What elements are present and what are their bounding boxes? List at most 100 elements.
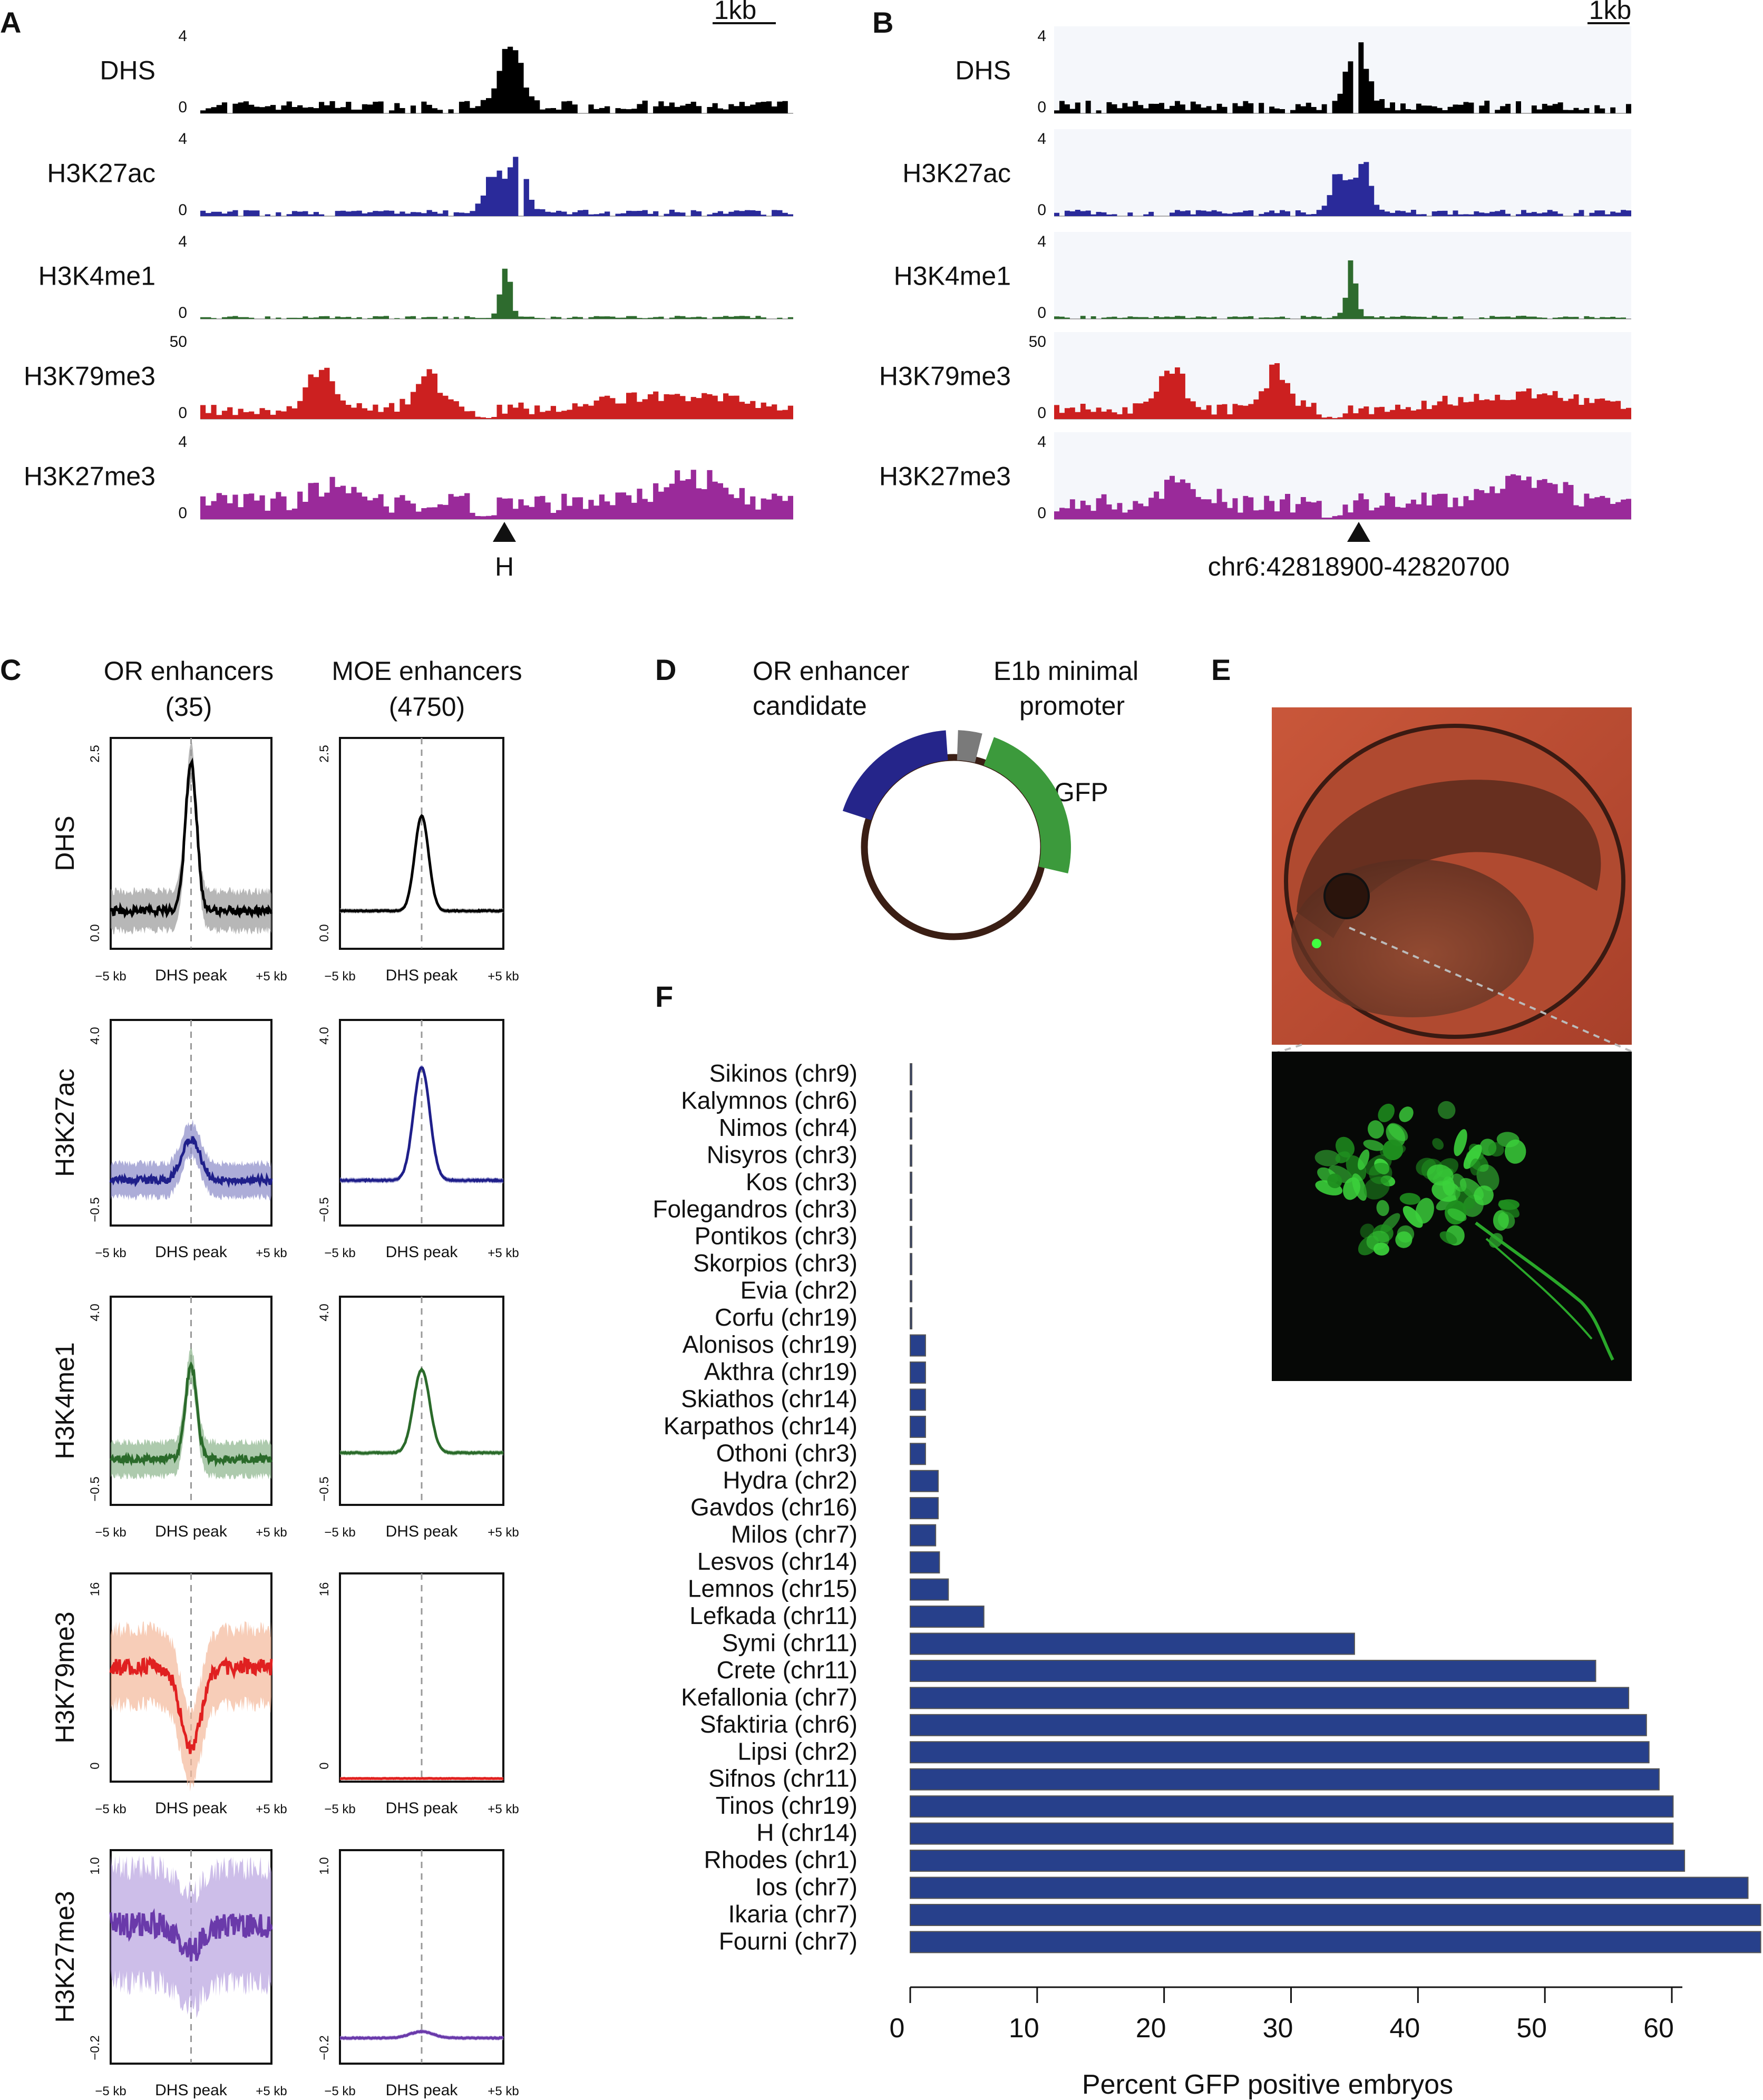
bar-label: Crete (chr11) xyxy=(716,1656,858,1684)
bar-label: Nisyros (chr3) xyxy=(707,1141,858,1168)
bar-label: Lemnos (chr15) xyxy=(688,1575,858,1602)
profile-plot: 1.0 −0.2 −5 kb DHS peak +5 kb xyxy=(317,1849,519,2099)
profile-x-mid: DHS peak xyxy=(386,1243,459,1261)
bar-row: Gavdos (chr16) xyxy=(690,1493,939,1521)
profile-curve xyxy=(109,1136,273,1188)
bar-label: Sikinos (chr9) xyxy=(709,1059,858,1087)
bar-label: Ikaria (chr7) xyxy=(728,1900,858,1928)
track-signal xyxy=(200,268,793,319)
profile-row-h3k79me3: H3K79me3 16 0 −5 kb DHS peak +5 kb 16 0 −5 kb DHS… xyxy=(50,1572,519,1817)
profile-x-left: −5 kb xyxy=(95,969,126,984)
bar xyxy=(910,1578,949,1601)
track-ymin: 0 xyxy=(178,404,187,422)
x-tick-label: 10 xyxy=(1009,2013,1039,2044)
bar xyxy=(910,1144,912,1167)
bar-chart-x-axis: 0 10 20 30 40 50 60 xyxy=(890,1986,1682,2044)
profile-ymax: 4.0 xyxy=(88,1027,102,1044)
profile-x-left: −5 kb xyxy=(324,969,355,984)
construct-promoter-label-1: E1b minimal xyxy=(993,656,1138,686)
profile-x-left: −5 kb xyxy=(95,1525,126,1540)
bar-label: Pontikos (chr3) xyxy=(695,1222,858,1250)
profile-x-right: +5 kb xyxy=(256,1802,287,1816)
track-ymax: 4 xyxy=(178,433,187,451)
profile-curve xyxy=(339,1367,504,1455)
track-ymax: 4 xyxy=(1037,27,1046,45)
profile-confidence-band xyxy=(111,1347,271,1480)
bar xyxy=(910,1307,912,1330)
track-signal xyxy=(1054,474,1631,519)
x-tick-label: 50 xyxy=(1516,2013,1547,2044)
profile-curve xyxy=(109,757,273,919)
profile-row-label: H3K4me1 xyxy=(50,1342,80,1459)
bar xyxy=(910,1714,1647,1736)
scale-label-b: 1kb xyxy=(1589,0,1632,25)
profile-row-h3k4me1: H3K4me1 4.0 −0.5 −5 kb DHS peak +5 kb 4.0 −0.5 −… xyxy=(50,1296,519,1540)
profile-confidence-band xyxy=(111,1855,271,2019)
profile-plot: 4.0 −0.5 −5 kb DHS peak +5 kb xyxy=(88,1296,287,1540)
bar xyxy=(910,1415,926,1438)
bar xyxy=(910,1226,912,1248)
profile-ymax: 4.0 xyxy=(317,1027,332,1044)
bar-row: H (chr14) xyxy=(756,1819,1674,1846)
bar-row: Nisyros (chr3) xyxy=(707,1141,912,1168)
panel-label-a: A xyxy=(0,6,21,39)
profile-x-left: −5 kb xyxy=(95,1802,126,1816)
plasmid-promoter-segment xyxy=(957,730,982,763)
panel-a-tracks: DHS40H3K27ac40H3K4me140H3K79me3500H3K27m… xyxy=(24,27,793,522)
track-ymin: 0 xyxy=(1037,504,1046,522)
profile-x-right: +5 kb xyxy=(256,2084,287,2098)
bar-row: Kefallonia (chr7) xyxy=(681,1683,1630,1710)
profile-x-right: +5 kb xyxy=(488,969,519,984)
bar-label: Akthra (chr19) xyxy=(704,1358,858,1385)
bar-label: H (chr14) xyxy=(756,1819,858,1846)
track-ymin: 0 xyxy=(178,504,187,522)
track-ymin: 0 xyxy=(178,304,187,322)
track-ymax: 50 xyxy=(1029,333,1046,351)
profile-x-mid: DHS peak xyxy=(155,1243,228,1261)
scale-bar-a: 1kb xyxy=(713,0,776,25)
profile-x-right: +5 kb xyxy=(488,1802,519,1816)
profile-x-left: −5 kb xyxy=(324,1802,355,1816)
profile-curve xyxy=(109,1360,273,1467)
profile-x-right: +5 kb xyxy=(488,1246,519,1260)
x-tick-label: 60 xyxy=(1643,2013,1674,2044)
bar-label: Lesvos (chr14) xyxy=(697,1548,858,1575)
profile-ymin: 0 xyxy=(317,1762,332,1769)
bar-row: Karpathos (chr14) xyxy=(664,1412,926,1440)
panel-e-embryo-image xyxy=(1271,707,1632,1055)
track-ymax: 4 xyxy=(178,27,187,45)
profile-row-label: DHS xyxy=(50,815,80,871)
bar-row: Akthra (chr19) xyxy=(704,1358,926,1385)
bar-label: Hydra (chr2) xyxy=(723,1466,858,1494)
bar xyxy=(910,1659,1596,1682)
profile-ymin: −0.5 xyxy=(88,1197,102,1222)
bar-label: Kalymnos (chr6) xyxy=(681,1086,858,1114)
track-signal xyxy=(1054,162,1631,216)
profile-plot: 4.0 −0.5 −5 kb DHS peak +5 kb xyxy=(317,1296,519,1540)
bar-row: Evia (chr2) xyxy=(741,1277,912,1304)
profile-x-left: −5 kb xyxy=(95,2084,126,2098)
track-label: H3K27ac xyxy=(902,159,1011,188)
bar xyxy=(910,1768,1660,1791)
bar xyxy=(910,1795,1674,1818)
bar-row: Lipsi (chr2) xyxy=(737,1737,1650,1765)
construct-promoter-label-2: promoter xyxy=(1019,691,1125,721)
bar-row: Crete (chr11) xyxy=(716,1656,1596,1684)
bar-label: Sfaktiria (chr6) xyxy=(700,1710,858,1738)
panel-label-f: F xyxy=(655,980,673,1013)
panel-c-profiles: DHS 2.5 0.0 −5 kb DHS peak +5 kb 2.5 0.0 −5 kb DH… xyxy=(50,737,519,2099)
profile-x-mid: DHS peak xyxy=(155,967,228,984)
track-signal xyxy=(200,470,793,519)
bar-row: Symi (chr11) xyxy=(722,1629,1355,1656)
track-h3k79me3: H3K79me3 50 0 xyxy=(879,332,1631,422)
profile-plot: 1.0 −0.2 −5 kb DHS peak +5 kb xyxy=(88,1849,287,2099)
track-label: H3K4me1 xyxy=(894,261,1011,291)
profile-x-mid: DHS peak xyxy=(386,1523,459,1540)
track-label: H3K27me3 xyxy=(879,462,1011,491)
scale-bar-b: 1kb xyxy=(1587,0,1631,25)
profile-confidence-band xyxy=(111,742,271,935)
bar xyxy=(910,1931,1761,1953)
bar xyxy=(910,1606,985,1628)
track-label: DHS xyxy=(955,56,1011,85)
construct-gfp-label: GFP xyxy=(1054,777,1108,807)
